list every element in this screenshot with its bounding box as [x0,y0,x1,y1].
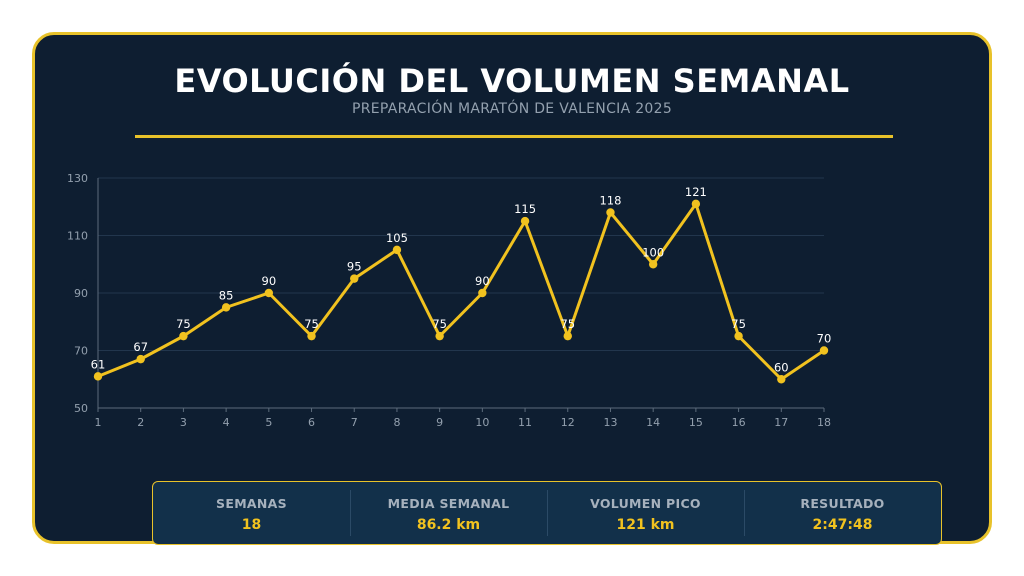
x-tick-label: 3 [180,416,187,429]
data-point [563,331,572,341]
x-tick-label: 12 [561,416,575,429]
data-point [179,331,188,341]
data-point [819,346,829,355]
data-point [734,331,743,341]
summary-stats-panel: SEMANAS 18 MEDIA SEMANAL 86.2 km VOLUMEN… [152,481,942,545]
data-label: 67 [133,340,148,354]
data-point [136,354,145,364]
data-point [777,375,786,384]
data-label: 75 [432,317,447,331]
x-tick-label: 6 [308,416,315,429]
data-label: 85 [219,288,234,302]
x-tick-label: 13 [603,416,617,429]
data-label: 70 [817,332,832,346]
data-label: 100 [642,245,664,259]
data-label: 115 [514,202,536,216]
y-tick-label: 50 [74,402,88,415]
stat-result-value: 2:47:48 [812,517,873,533]
x-tick-label: 10 [475,416,489,429]
data-point [93,372,103,381]
data-label: 90 [475,274,490,288]
x-tick-label: 7 [351,416,358,429]
x-tick-label: 4 [223,416,230,429]
x-tick-label: 14 [646,416,660,429]
title-divider [135,135,893,138]
x-tick-label: 5 [265,416,272,429]
y-tick-label: 130 [67,172,88,185]
data-point [392,245,402,255]
data-label: 121 [685,185,707,199]
data-label: 75 [304,317,319,331]
data-label: 95 [347,260,362,274]
stat-result-label: RESULTADO [800,496,885,511]
stat-peak-volume: VOLUMEN PICO 121 km [547,482,744,544]
data-label: 90 [262,274,277,288]
data-point [691,199,701,209]
page-subtitle: PREPARACIÓN MARATÓN DE VALENCIA 2025 [351,101,673,117]
y-tick-label: 70 [74,345,88,358]
stat-weekly-average: MEDIA SEMANAL 86.2 km [350,482,547,544]
data-label: 75 [731,317,746,331]
y-tick-label: 110 [67,230,88,243]
stat-peak-volume-value: 121 km [616,517,675,533]
data-point [435,331,444,341]
data-label: 118 [599,194,621,208]
data-label: 75 [560,317,575,331]
data-label: 105 [386,231,408,245]
stat-weekly-average-label: MEDIA SEMANAL [387,496,510,511]
data-point [350,274,359,283]
data-point [264,288,274,298]
x-tick-label: 8 [393,416,400,429]
data-point [307,331,316,341]
series-line [96,202,826,381]
stat-weeks-label: SEMANAS [216,496,287,511]
x-tick-label: 15 [689,416,703,429]
data-label: 75 [176,317,191,331]
data-point [221,303,231,312]
stat-weeks-value: 18 [241,517,262,533]
data-point [478,288,487,298]
stat-peak-volume-label: VOLUMEN PICO [590,496,701,511]
chart-card: EVOLUCIÓN DEL VOLUMEN SEMANAL PREPARACIÓ… [32,32,992,545]
data-label: 60 [774,360,789,374]
x-tick-label: 16 [732,416,746,429]
x-tick-label: 11 [518,416,532,429]
y-tick-label: 90 [74,287,88,300]
data-point [648,260,658,269]
x-tick-label: 2 [137,416,144,429]
data-point [606,208,615,217]
x-tick-label: 1 [95,416,102,429]
stat-weeks: SEMANAS 18 [153,482,350,544]
stat-weekly-average-value: 86.2 km [416,517,481,533]
page-title: EVOLUCIÓN DEL VOLUMEN SEMANAL [174,62,850,100]
data-label: 61 [91,357,106,371]
data-point [520,216,530,226]
x-tick-label: 17 [774,416,788,429]
stat-result: RESULTADO 2:47:48 [744,482,941,544]
x-tick-label: 9 [436,416,443,429]
x-tick-label: 18 [817,416,831,429]
